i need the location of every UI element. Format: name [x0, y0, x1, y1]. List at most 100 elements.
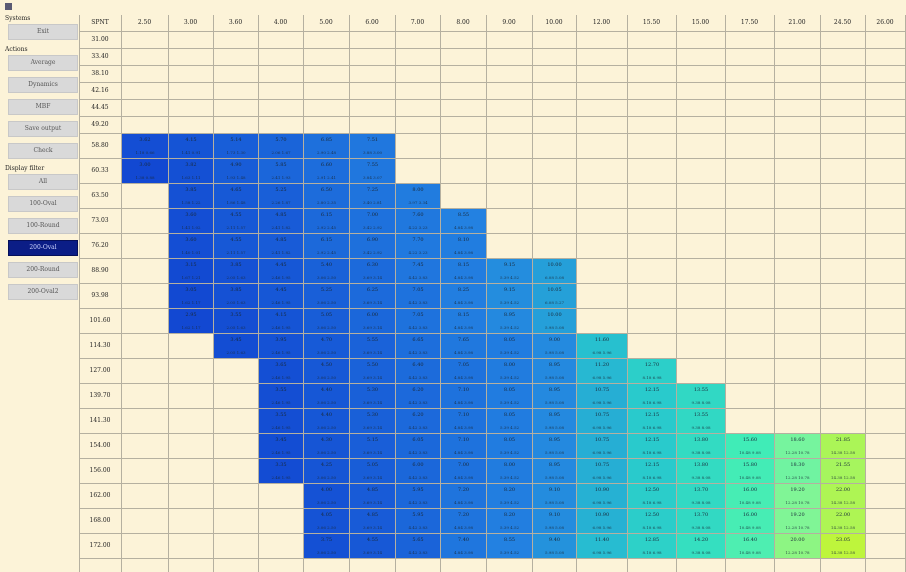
column-header[interactable]: 10.00 [545, 19, 563, 26]
grid-cell[interactable]: 3.82 1.63 1.11 [169, 159, 213, 183]
grid-cell[interactable]: 6.65 4.42 3.83 [396, 334, 440, 358]
grid-cell[interactable]: 10.75 6.98 5.96 [577, 434, 627, 458]
row-header[interactable]: 162.00 [89, 492, 111, 499]
grid-cell[interactable]: 8.95 5.98 5.08 [533, 459, 576, 483]
grid-cell[interactable]: 3.85 2.05 1.63 [214, 284, 258, 308]
grid-cell[interactable]: 8.55 4.84 3.98 [441, 209, 486, 233]
row-header[interactable]: 168.00 [89, 517, 111, 524]
grid-cell[interactable]: 14.20 9.38 8.08 [677, 534, 725, 558]
grid-cell[interactable]: 22.00 14.38 12.58 [821, 484, 865, 508]
200-oval2-button[interactable]: 200-Oval2 [8, 284, 78, 300]
grid-cell[interactable]: 12.50 8.18 6.98 [628, 509, 676, 533]
grid-cell[interactable]: 3.45 2.46 1.95 [259, 434, 303, 458]
grid-cell[interactable]: 6.60 2.91 2.41 [304, 159, 349, 183]
grid-cell[interactable]: 7.65 4.84 3.98 [441, 334, 486, 358]
100-oval-button[interactable]: 100-Oval [8, 196, 78, 212]
grid-cell[interactable]: 19.20 12.28 10.78 [775, 509, 820, 533]
grid-cell[interactable]: 16.00 10.48 9.08 [726, 484, 774, 508]
grid-cell[interactable]: 7.55 3.84 3.07 [350, 159, 395, 183]
grid-cell[interactable]: 4.85 2.41 1.82 [259, 234, 303, 258]
grid-cell[interactable]: 7.05 4.42 3.83 [396, 284, 440, 308]
grid-cell[interactable]: 5.55 3.69 3.14 [350, 334, 395, 358]
grid-cell[interactable]: 8.95 5.98 5.08 [533, 434, 576, 458]
grid-cell[interactable]: 20.00 12.28 10.78 [775, 534, 820, 558]
grid-cell[interactable]: 13.80 9.38 8.08 [677, 459, 725, 483]
grid-cell[interactable]: 12.15 8.18 6.98 [628, 384, 676, 408]
column-header[interactable]: 9.00 [502, 19, 516, 26]
grid-cell[interactable]: 8.95 5.98 5.08 [533, 359, 576, 383]
grid-cell[interactable]: 10.90 6.98 5.96 [577, 484, 627, 508]
row-header[interactable]: 156.00 [89, 467, 111, 474]
grid-cell[interactable]: 6.20 4.42 3.83 [396, 384, 440, 408]
grid-cell[interactable]: 12.85 8.18 6.98 [628, 534, 676, 558]
grid-cell[interactable]: 6.30 3.69 3.14 [350, 259, 395, 283]
grid-cell[interactable]: 2.95 1.62 1.17 [169, 309, 213, 333]
dynamics-button[interactable]: Dynamics [8, 77, 78, 93]
grid-cell[interactable]: 5.05 3.69 3.14 [350, 459, 395, 483]
grid-cell[interactable]: 8.95 5.98 5.08 [533, 409, 576, 433]
grid-cell[interactable]: 3.00 1.38 0.88 [122, 159, 168, 183]
200-round-button[interactable]: 200-Round [8, 262, 78, 278]
grid-cell[interactable]: 7.05 4.42 3.83 [396, 309, 440, 333]
grid-cell[interactable]: 3.55 2.46 1.95 [259, 384, 303, 408]
grid-cell[interactable]: 4.30 3.06 2.50 [304, 434, 349, 458]
grid-cell[interactable]: 5.50 3.69 3.14 [350, 359, 395, 383]
grid-cell[interactable]: 8.10 4.84 3.98 [441, 234, 486, 258]
grid-cell[interactable]: 7.20 4.84 3.98 [441, 509, 486, 533]
grid-cell[interactable]: 22.00 14.38 12.58 [821, 509, 865, 533]
grid-cell[interactable]: 9.10 5.98 5.08 [533, 484, 576, 508]
column-header[interactable]: 2.50 [137, 19, 152, 26]
grid-cell[interactable]: 8.00 3.97 3.34 [396, 184, 440, 208]
all-button[interactable]: All [8, 174, 78, 190]
grid-cell[interactable]: 5.30 3.69 3.14 [350, 409, 395, 433]
grid-cell[interactable]: 9.10 5.98 5.08 [533, 509, 576, 533]
grid-cell[interactable]: 3.55 2.05 1.63 [214, 309, 258, 333]
row-header[interactable]: 58.80 [91, 142, 109, 149]
grid-cell[interactable]: 12.70 8.18 6.98 [628, 359, 676, 383]
column-header[interactable]: 17.50 [740, 19, 759, 26]
grid-cell[interactable]: 6.20 4.42 3.83 [396, 409, 440, 433]
grid-cell[interactable]: 3.75 3.06 2.50 [304, 534, 349, 558]
save-output-button[interactable]: Save output [8, 121, 78, 137]
grid-cell[interactable]: 10.75 6.98 5.96 [577, 384, 627, 408]
grid-cell[interactable]: 6.90 3.42 2.92 [350, 234, 395, 258]
grid-cell[interactable]: 5.05 3.06 2.50 [304, 309, 349, 333]
grid-cell[interactable]: 8.05 5.39 4.52 [487, 384, 532, 408]
grid-cell[interactable]: 12.15 8.18 6.98 [628, 434, 676, 458]
row-header[interactable]: 76.20 [91, 242, 109, 249]
grid-cell[interactable]: 3.62 1.18 0.66 [122, 134, 168, 158]
grid-cell[interactable]: 4.90 1.93 1.48 [214, 159, 258, 183]
grid-cell[interactable]: 9.15 5.39 4.52 [487, 284, 532, 308]
grid-cell[interactable]: 5.65 4.42 3.83 [396, 534, 440, 558]
row-header[interactable]: 88.90 [91, 267, 109, 274]
grid-cell[interactable]: 4.55 3.69 3.14 [350, 534, 395, 558]
grid-cell[interactable]: 4.55 2.11 1.57 [214, 209, 258, 233]
grid-cell[interactable]: 8.20 5.39 4.52 [487, 484, 532, 508]
grid-cell[interactable]: 5.70 2.06 1.67 [259, 134, 303, 158]
grid-cell[interactable]: 13.70 9.38 8.08 [677, 484, 725, 508]
column-header[interactable]: 12.00 [592, 19, 611, 26]
column-header[interactable]: 26.00 [876, 19, 894, 26]
grid-cell[interactable]: 8.15 4.84 3.98 [441, 309, 486, 333]
row-header[interactable]: 101.60 [89, 317, 111, 324]
menu-icon[interactable] [5, 3, 12, 10]
grid-cell[interactable]: 3.45 2.05 1.63 [214, 334, 258, 358]
row-header[interactable]: 31.00 [91, 36, 109, 43]
grid-cell[interactable]: 18.60 12.28 10.78 [775, 434, 820, 458]
grid-cell[interactable]: 10.05 6.08 5.27 [533, 284, 576, 308]
grid-cell[interactable]: 12.15 8.18 6.98 [628, 459, 676, 483]
grid-cell[interactable]: 8.15 4.84 3.98 [441, 259, 486, 283]
grid-cell[interactable]: 16.00 10.48 9.08 [726, 509, 774, 533]
grid-cell[interactable]: 4.50 3.06 2.50 [304, 359, 349, 383]
grid-cell[interactable]: 10.00 6.08 5.08 [533, 259, 576, 283]
grid-cell[interactable]: 8.05 5.39 4.52 [487, 334, 532, 358]
grid-cell[interactable]: 4.15 1.41 0.91 [169, 134, 213, 158]
column-header[interactable]: 6.00 [365, 19, 379, 26]
column-header[interactable]: 3.60 [228, 19, 243, 26]
grid-cell[interactable]: 8.00 5.39 4.52 [487, 359, 532, 383]
grid-cell[interactable]: 7.51 3.88 3.00 [350, 134, 395, 158]
exit-button[interactable]: Exit [8, 24, 78, 40]
grid-cell[interactable]: 12.50 8.18 6.98 [628, 484, 676, 508]
grid-cell[interactable]: 3.60 1.41 1.02 [169, 209, 213, 233]
row-header[interactable]: 73.03 [91, 217, 109, 224]
